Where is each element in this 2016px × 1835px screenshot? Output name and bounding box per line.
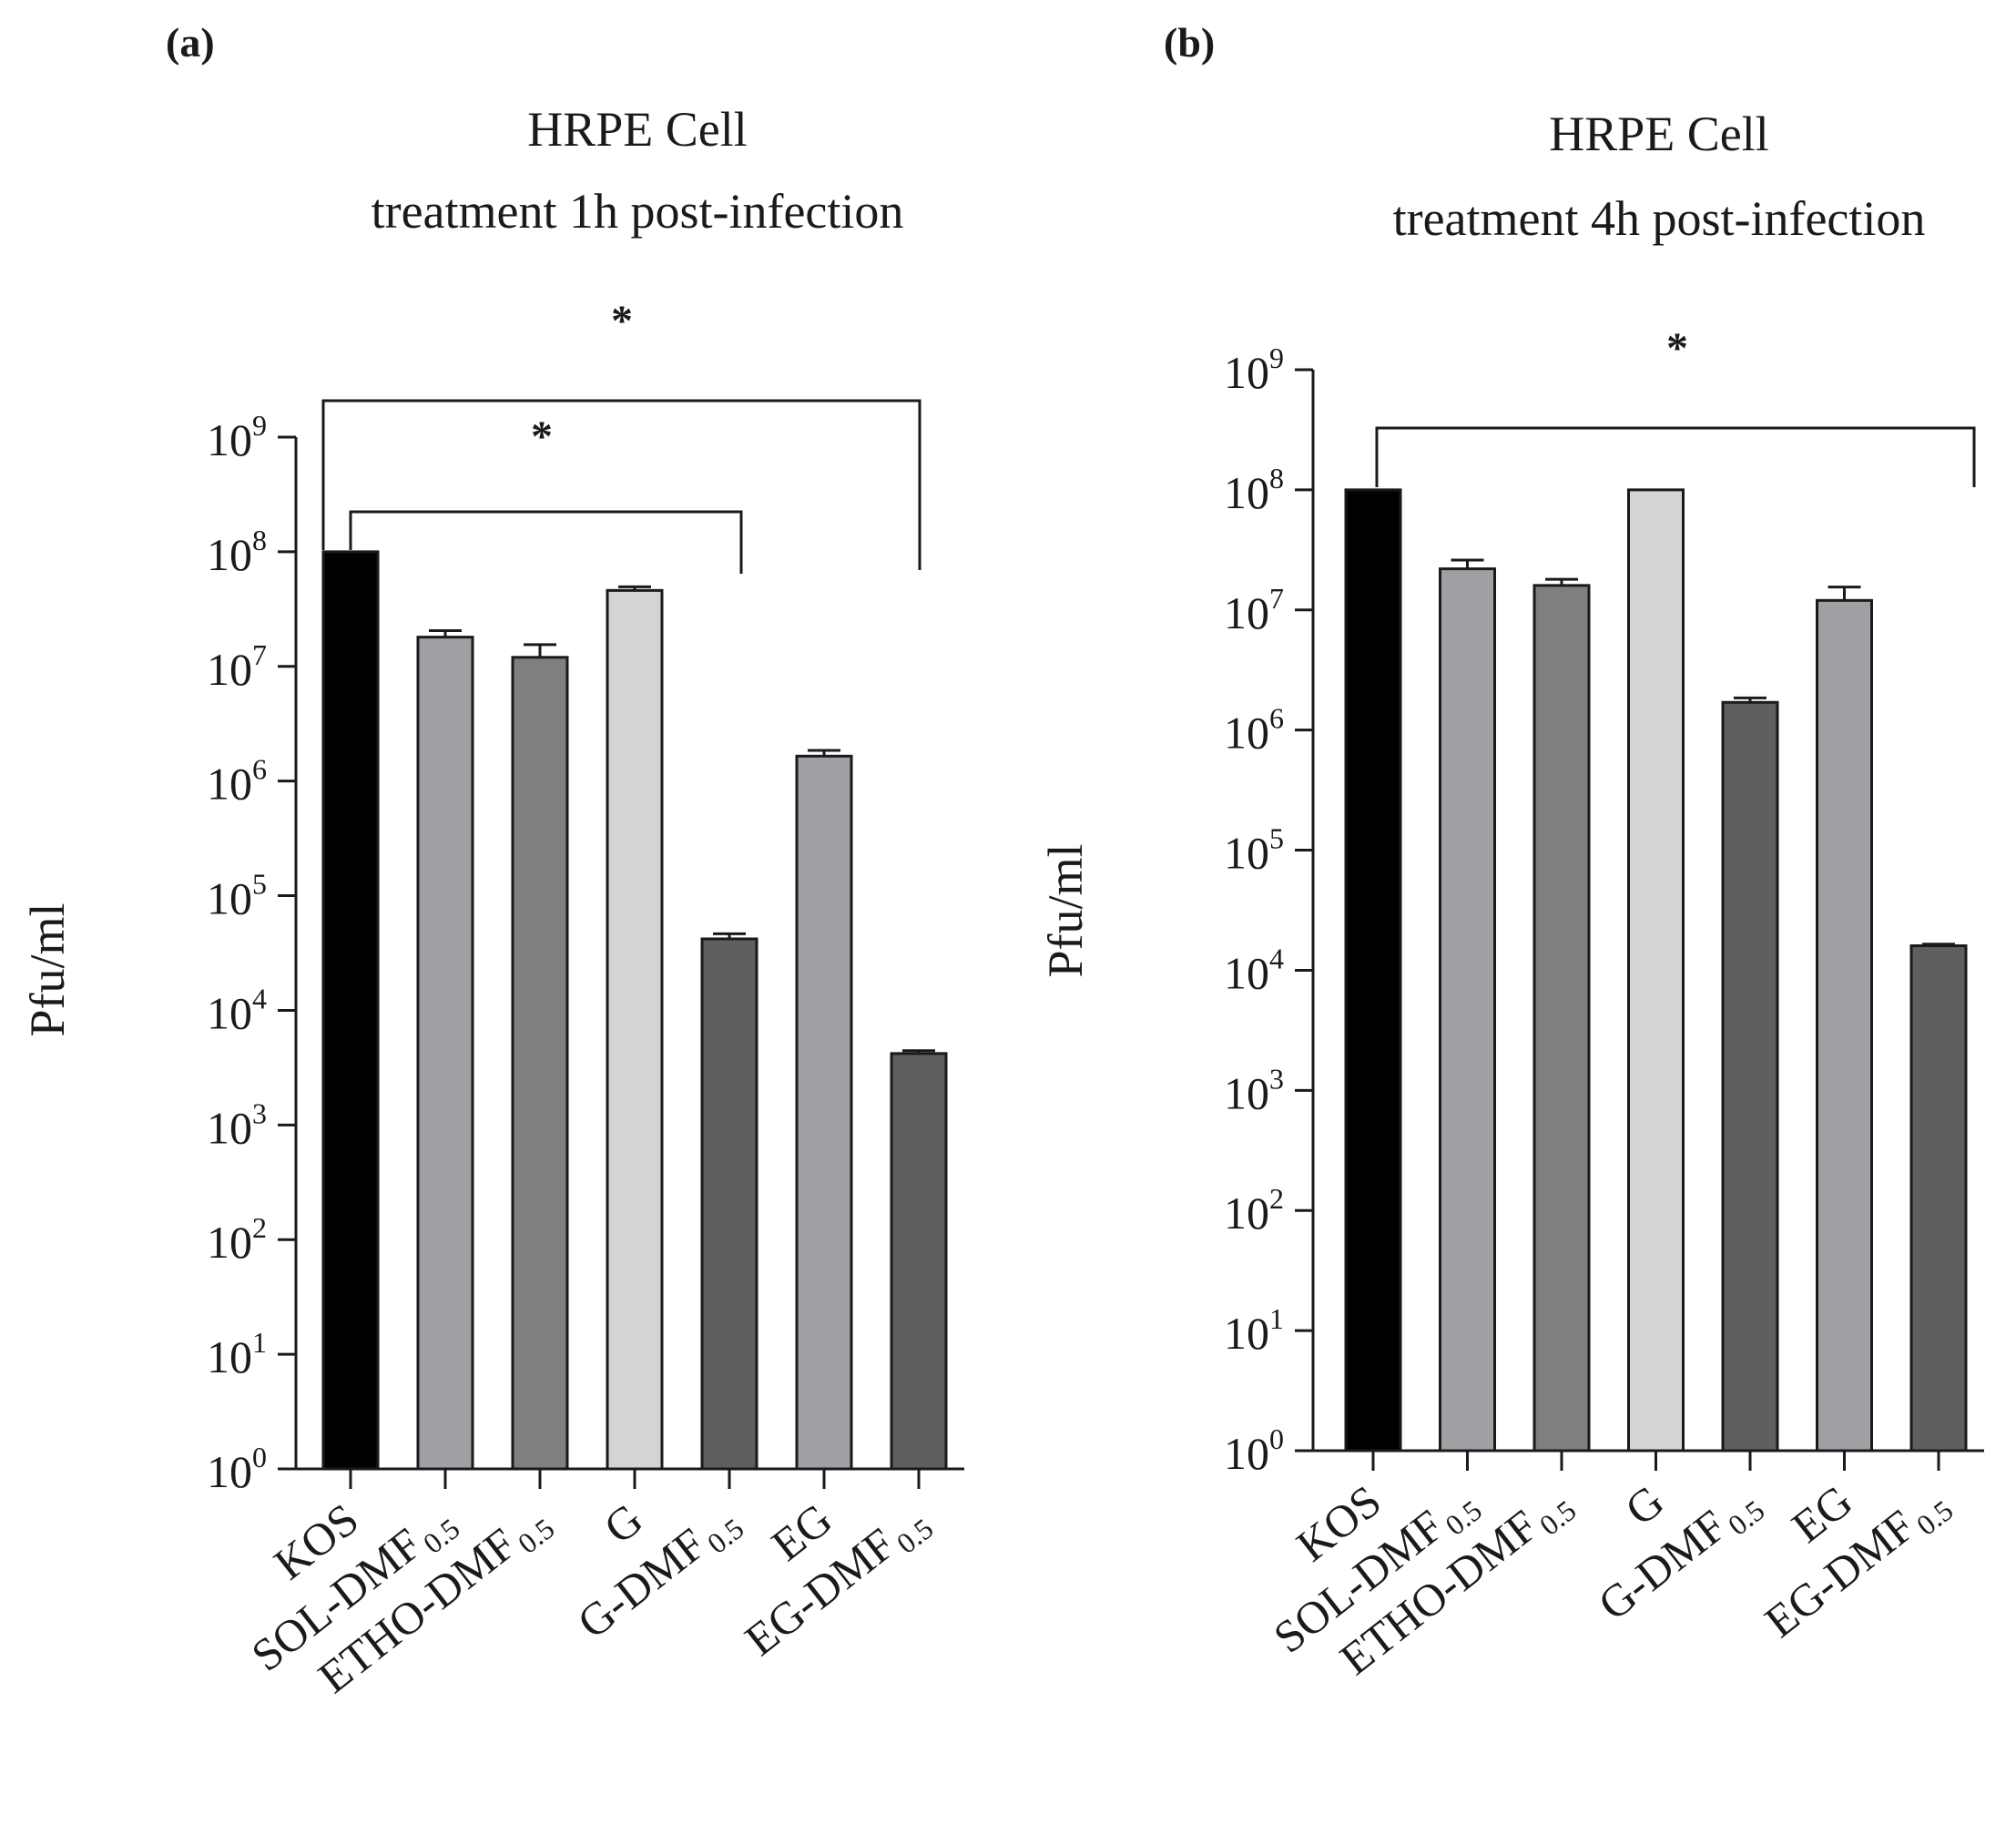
panel-a-y-axis-label: Pfu/ml (20, 902, 75, 1036)
panel-b-y-tick-label: 106 (1224, 702, 1284, 759)
panel-b-y-tick-label: 108 (1224, 462, 1284, 518)
panel-b-y-tick-label: 103 (1224, 1062, 1284, 1118)
panel-b-x-tick-label: G (1615, 1475, 1673, 1535)
panel-a-y-tick-label: 109 (207, 409, 267, 465)
panel-b-y-tick-label: 105 (1224, 822, 1284, 879)
panel-b-plot: 100101102103104105106107108109KOSSOL-DMF… (1224, 324, 1984, 1685)
panel-b-bar (1721, 700, 1779, 1453)
panel-a-plot: 100101102103104105106107108109KOSSOL-DMF… (207, 297, 964, 1703)
panel-b-y-tick-label: 104 (1224, 942, 1284, 998)
panel-a-bar (416, 636, 474, 1471)
panel-b-y-tick-label: 101 (1224, 1302, 1284, 1359)
panel-a-y-tick-label: 107 (207, 638, 267, 695)
panel-b-title: HRPE Cell (1549, 107, 1769, 161)
panel-b-y-tick-label: 100 (1224, 1422, 1284, 1479)
panel-a-y-tick-label: 106 (207, 753, 267, 810)
panel-a-bar (890, 1052, 948, 1471)
panel-b-bar (1439, 567, 1496, 1453)
panel-b-significance-bracket (1375, 426, 1976, 487)
panel-b-y-axis-label: Pfu/ml (1038, 843, 1093, 977)
panel-b-label: (b) (1164, 19, 1215, 66)
panel-a-bar (321, 550, 380, 1471)
panel-b-x-tick-label: EG-DMF0.5 (1756, 1475, 1960, 1652)
panel-b-bar (1909, 944, 1968, 1453)
panel-a-y-tick-label: 108 (207, 524, 267, 580)
panel-a-significance-bracket (321, 399, 921, 570)
panel-b-x-tick-label: G-DMF0.5 (1589, 1475, 1771, 1635)
panel-a-bar (511, 656, 569, 1471)
panel-a-significance-star: * (531, 413, 553, 461)
panel-b-subtitle: treatment 4h post-infection (1393, 191, 1926, 246)
panel-a-label: (a) (166, 19, 215, 66)
panel-b-significance-star: * (1666, 324, 1688, 372)
panel-a-x-tick-label: EG-DMF0.5 (736, 1493, 940, 1670)
panel-a-y-tick-label: 105 (207, 868, 267, 924)
panel-b-y-tick-label: 107 (1224, 582, 1284, 638)
panel-a-x-tick-label: G-DMF0.5 (568, 1493, 750, 1653)
panel-a-subtitle: treatment 1h post-infection (372, 184, 904, 239)
panel-b-bar (1816, 598, 1873, 1453)
panel-b-y-tick-label: 109 (1224, 342, 1284, 398)
panel-a-y-tick-label: 101 (207, 1326, 267, 1382)
panel-b-bar (1532, 584, 1591, 1453)
panel-a-bar (700, 937, 759, 1471)
panel-a-significance-star: * (611, 297, 633, 345)
panel-a-y-tick-label: 102 (207, 1211, 267, 1268)
panel-a-y-tick-label: 100 (207, 1441, 267, 1497)
panel-a-y-tick-label: 104 (207, 982, 267, 1038)
panel-b-y-tick-label: 102 (1224, 1182, 1284, 1239)
panel-a-significance-bracket (349, 510, 743, 574)
panel-a-title: HRPE Cell (527, 102, 748, 157)
panel-a-y-tick-label: 103 (207, 1096, 267, 1153)
panel-a-x-tick-label: G (595, 1493, 652, 1554)
panel-a-bar (795, 754, 853, 1471)
panel-b-bar (1344, 488, 1402, 1453)
panel-a-bar (606, 588, 664, 1471)
panel-b-bar (1627, 488, 1685, 1453)
